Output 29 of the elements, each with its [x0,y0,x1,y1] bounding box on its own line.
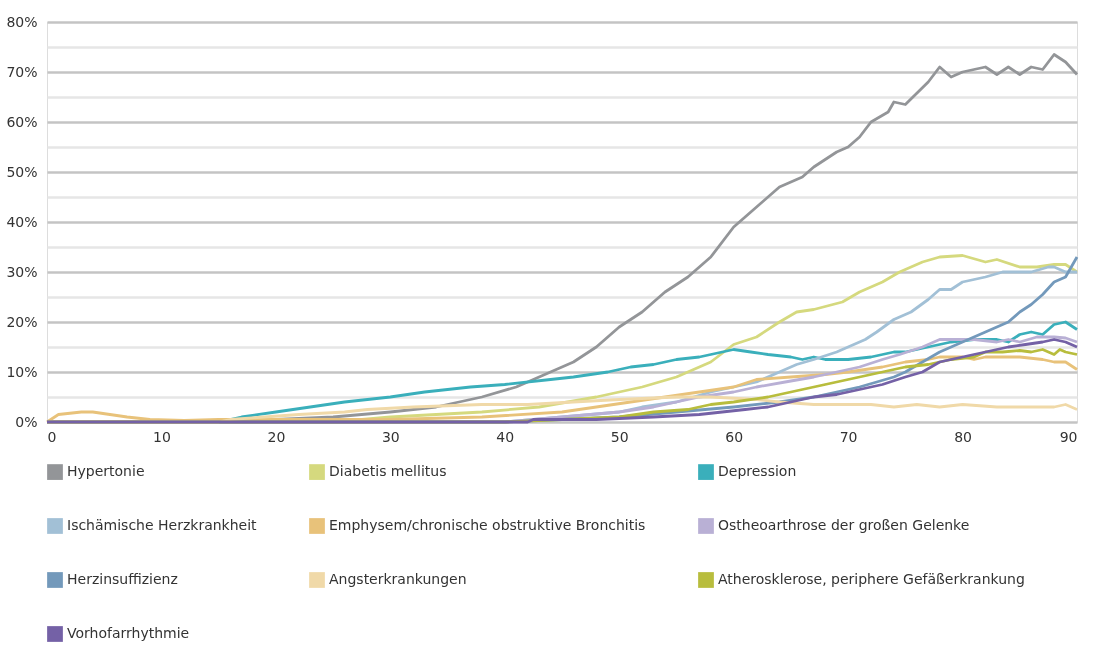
y-tick-label: 20% [6,313,38,330]
y-tick-label: 80% [6,13,38,30]
y-tick-label: 50% [6,163,38,180]
y-tick-label: 30% [6,263,38,280]
x-tick-label: 80 [954,428,972,445]
x-tick-label: 50 [610,428,629,445]
legend-label: Angsterkrankungen [329,571,467,587]
x-tick-label: 0 [47,428,57,445]
legend-label: Atherosklerose, periphere Gefäßerkrankung [718,571,1025,587]
legend-label: Herzinsuffizienz [67,571,178,587]
y-tick-label: 0% [15,413,38,430]
x-tick-label: 10 [153,428,171,445]
x-tick-label: 60 [725,428,744,445]
legend-label: Vorhofarrhythmie [67,625,190,641]
y-tick-label: 70% [6,63,38,80]
x-tick-label: 30 [381,428,400,445]
legend-label: Ostheoarthrose der großen Gelenke [718,517,970,533]
x-tick-label: 90 [1059,428,1078,445]
legend-label: Hypertonie [67,463,145,480]
legend-label: Diabetis mellitus [329,463,447,480]
y-tick-label: 60% [6,113,38,130]
legend-label: Emphysem/chronische obstruktive Bronchitis [329,517,646,533]
legend-label: Depression [718,463,797,480]
x-tick-label: 70 [839,428,858,445]
x-tick-label: 40 [496,428,515,445]
x-tick-label: 20 [267,428,286,445]
y-tick-label: 40% [6,213,38,230]
y-tick-label: 10% [6,363,38,380]
legend-label: Ischämische Herzkrankheit [67,517,258,533]
